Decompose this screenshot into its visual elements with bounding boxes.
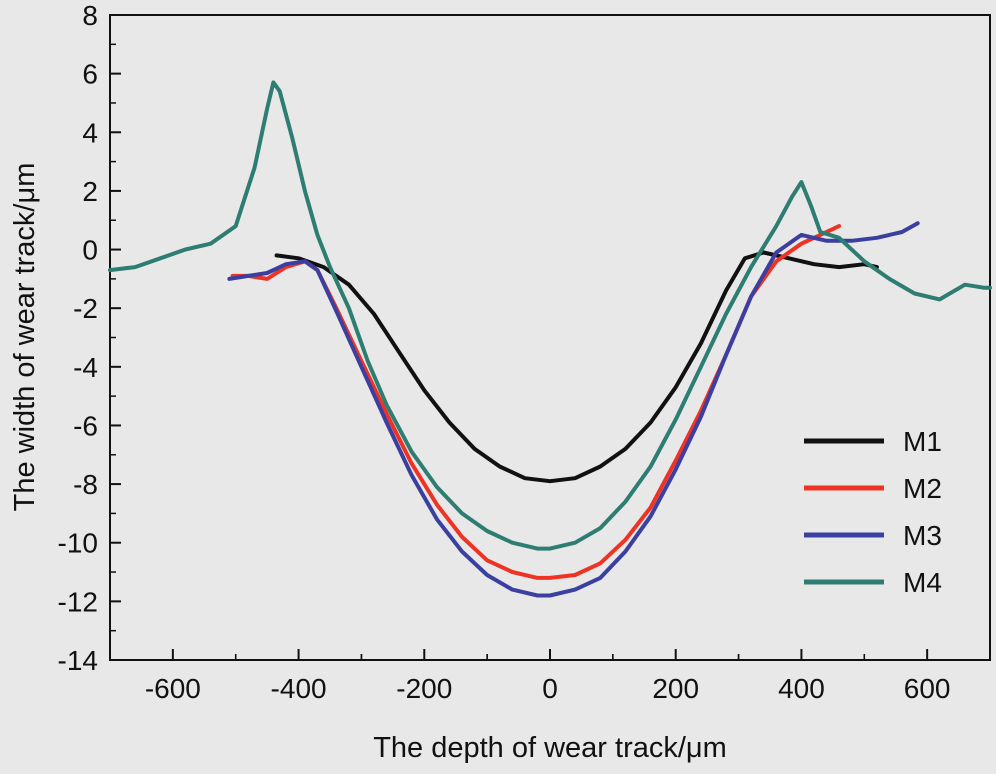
- y-tick-label: -12: [58, 586, 98, 617]
- legend-label-m1: M1: [903, 426, 942, 457]
- y-tick-label: 6: [82, 59, 98, 90]
- legend-label-m2: M2: [903, 473, 942, 504]
- y-tick-labels: -14 -12 -10 -8 -6 -4 -2 0 2 4 6 8: [58, 0, 98, 676]
- x-tick-label: -200: [396, 673, 452, 704]
- x-tick-label: -600: [145, 673, 201, 704]
- y-tick-label: -4: [73, 352, 98, 383]
- y-tick-label: 0: [82, 235, 98, 266]
- x-tick-label: -400: [271, 673, 327, 704]
- y-tick-label: 2: [82, 176, 98, 207]
- series-line-m4: [108, 80, 992, 551]
- y-axis-title: The width of wear track/μm: [9, 163, 41, 512]
- axis-ticks: [110, 14, 929, 661]
- y-tick-label: -2: [73, 293, 98, 324]
- y-tick-label: -10: [58, 528, 98, 559]
- legend-label-m4: M4: [903, 567, 942, 598]
- legend-label-m3: M3: [903, 520, 942, 551]
- x-tick-label: 0: [542, 673, 558, 704]
- y-tick-label: 8: [82, 0, 98, 31]
- x-tick-labels: -600 -400 -200 0 200 400 600: [145, 673, 951, 704]
- x-tick-label: 600: [904, 673, 951, 704]
- y-tick-label: -6: [73, 410, 98, 441]
- y-tick-label: 4: [82, 117, 98, 148]
- x-axis-title: The depth of wear track/μm: [373, 732, 727, 764]
- series-group: [108, 80, 992, 598]
- x-tick-label: 200: [652, 673, 699, 704]
- legend: M1 M2 M3 M4: [804, 426, 942, 598]
- y-tick-label: -14: [58, 645, 98, 676]
- series-line-m3: [227, 221, 920, 598]
- plot-area: [109, 14, 991, 661]
- y-tick-label: -8: [73, 469, 98, 500]
- x-tick-label: 400: [778, 673, 825, 704]
